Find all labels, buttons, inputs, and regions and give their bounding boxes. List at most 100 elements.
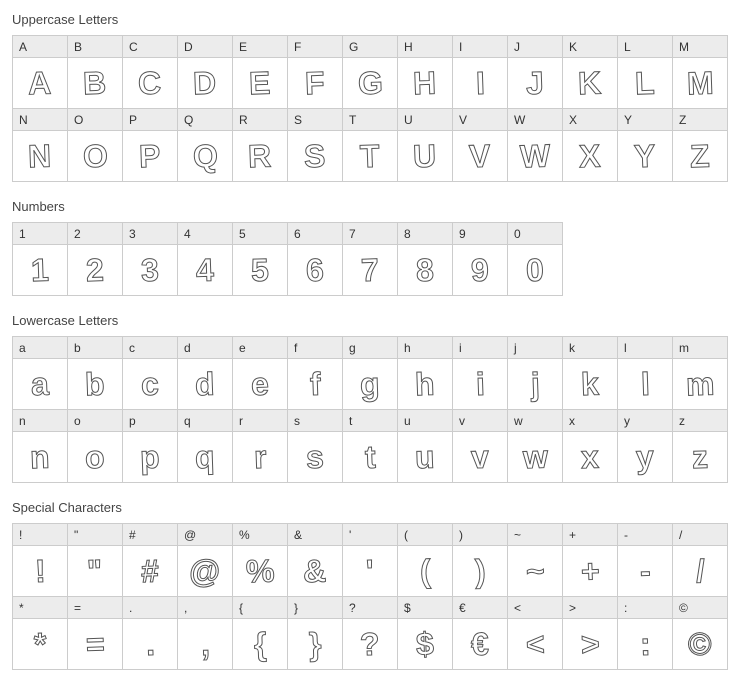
cell-header-label: 4	[178, 223, 232, 245]
character-cell: ii	[452, 336, 508, 410]
character-cell: vv	[452, 409, 508, 483]
character-cell: JJ	[507, 35, 563, 109]
character-grid: AABBCCDDEEFFGGHHIIJJKKLLMMNNOOPPQQRRSSTT…	[12, 35, 736, 181]
glyph: u	[415, 441, 436, 474]
cell-glyph-area: N	[13, 131, 67, 181]
character-cell: <<	[507, 596, 563, 670]
cell-header-label: /	[673, 524, 727, 546]
glyph: I	[475, 67, 485, 99]
cell-glyph-area: :	[618, 619, 672, 669]
font-character-map: Uppercase LettersAABBCCDDEEFFGGHHIIJJKKL…	[12, 12, 736, 669]
section-title: Numbers	[12, 199, 736, 214]
character-cell: oo	[67, 409, 123, 483]
character-cell: uu	[397, 409, 453, 483]
cell-header-label: {	[233, 597, 287, 619]
cell-header-label: ~	[508, 524, 562, 546]
character-cell: HH	[397, 35, 453, 109]
glyph: w	[522, 441, 548, 474]
cell-header-label: X	[563, 109, 617, 131]
character-cell: //	[672, 523, 728, 597]
glyph: p	[140, 441, 161, 474]
cell-glyph-area: O	[68, 131, 122, 181]
glyph: t	[364, 441, 376, 473]
cell-glyph-area: K	[563, 58, 617, 108]
character-cell: II	[452, 35, 508, 109]
character-cell: hh	[397, 336, 453, 410]
glyph: M	[686, 67, 714, 100]
cell-header-label: t	[343, 410, 397, 432]
character-cell: DD	[177, 35, 233, 109]
section: Lowercase Lettersaabbccddeeffgghhiijjkkl…	[12, 313, 736, 482]
glyph: 0	[526, 254, 545, 287]
cell-glyph-area: >	[563, 619, 617, 669]
cell-header-label: B	[68, 36, 122, 58]
character-cell: ##	[122, 523, 178, 597]
character-cell: qq	[177, 409, 233, 483]
cell-header-label: -	[618, 524, 672, 546]
character-cell: 11	[12, 222, 68, 296]
character-cell: aa	[12, 336, 68, 410]
character-cell: ((	[397, 523, 453, 597]
character-cell: ""	[67, 523, 123, 597]
cell-header-label: 8	[398, 223, 452, 245]
cell-glyph-area: J	[508, 58, 562, 108]
cell-glyph-area: A	[13, 58, 67, 108]
cell-glyph-area: @	[178, 546, 232, 596]
glyph: N	[28, 140, 52, 173]
cell-glyph-area: j	[508, 359, 562, 409]
character-cell: {{	[232, 596, 288, 670]
glyph: L	[635, 67, 656, 100]
cell-header-label: ©	[673, 597, 727, 619]
character-cell: **	[12, 596, 68, 670]
cell-header-label: D	[178, 36, 232, 58]
glyph: V	[469, 140, 491, 173]
character-cell: ,,	[177, 596, 233, 670]
cell-header-label: h	[398, 337, 452, 359]
glyph: "	[87, 555, 103, 588]
glyph: b	[85, 368, 106, 401]
character-cell: GG	[342, 35, 398, 109]
character-cell: %%	[232, 523, 288, 597]
cell-glyph-area: p	[123, 432, 177, 482]
glyph: z	[691, 441, 708, 474]
section-title: Special Characters	[12, 500, 736, 515]
cell-glyph-area: v	[453, 432, 507, 482]
glyph: Q	[192, 140, 218, 173]
cell-header-label: k	[563, 337, 617, 359]
glyph: {	[253, 628, 267, 660]
glyph: <	[525, 628, 545, 661]
character-cell: 00	[507, 222, 563, 296]
cell-header-label: H	[398, 36, 452, 58]
cell-header-label: :	[618, 597, 672, 619]
glyph: W	[519, 139, 550, 172]
cell-glyph-area: y	[618, 432, 672, 482]
cell-header-label: C	[123, 36, 177, 58]
cell-header-label: }	[288, 597, 342, 619]
cell-header-label: L	[618, 36, 672, 58]
glyph: q	[195, 441, 216, 474]
character-cell: ??	[342, 596, 398, 670]
cell-glyph-area: e	[233, 359, 287, 409]
glyph: d	[195, 368, 216, 401]
glyph: o	[85, 441, 106, 474]
character-cell: VV	[452, 108, 508, 182]
cell-glyph-area: k	[563, 359, 617, 409]
cell-header-label: 9	[453, 223, 507, 245]
cell-header-label: S	[288, 109, 342, 131]
cell-glyph-area: 8	[398, 245, 452, 295]
cell-header-label: 7	[343, 223, 397, 245]
character-cell: KK	[562, 35, 618, 109]
cell-header-label: 6	[288, 223, 342, 245]
cell-header-label: €	[453, 597, 507, 619]
cell-header-label: *	[13, 597, 67, 619]
glyph: }	[308, 628, 322, 660]
glyph: r	[253, 441, 267, 473]
cell-glyph-area: 1	[13, 245, 67, 295]
cell-header-label: 1	[13, 223, 67, 245]
cell-glyph-area: Y	[618, 131, 672, 181]
cell-glyph-area: L	[618, 58, 672, 108]
cell-header-label: z	[673, 410, 727, 432]
glyph: J	[526, 67, 545, 100]
cell-header-label: $	[398, 597, 452, 619]
cell-header-label: %	[233, 524, 287, 546]
